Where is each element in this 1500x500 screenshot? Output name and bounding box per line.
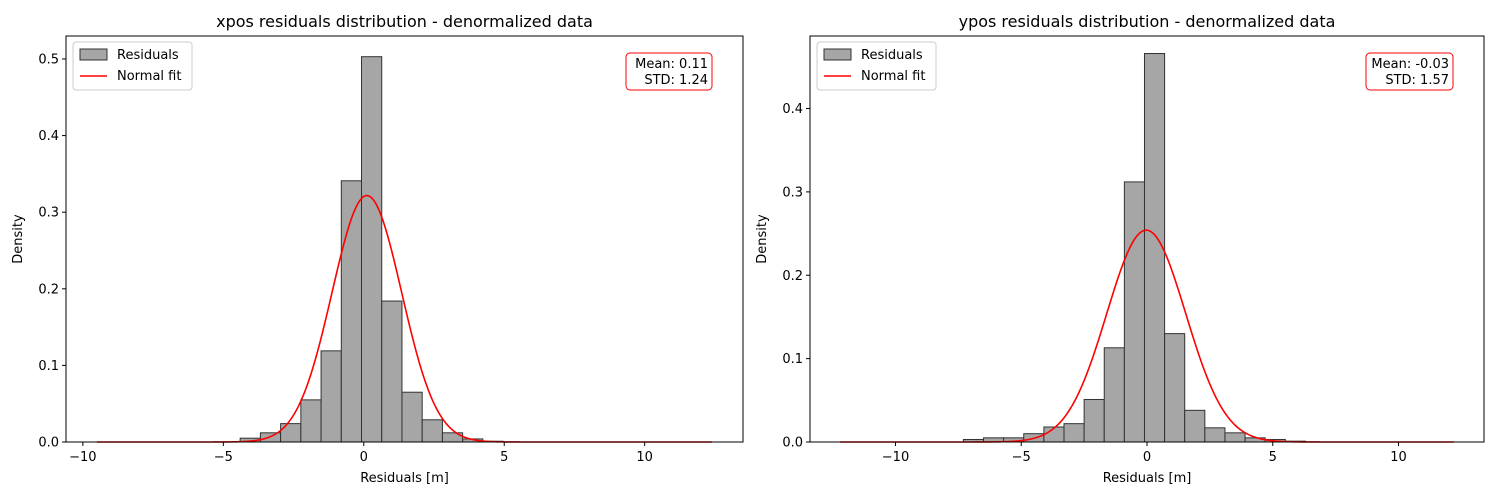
y-tick-label: 0.3	[38, 206, 59, 221]
histogram-bar	[1103, 347, 1125, 443]
x-tick-label: 10	[1390, 450, 1407, 465]
histogram-bar	[320, 350, 342, 443]
y-tick-label: 0.2	[782, 269, 803, 284]
y-tick-label: 0.0	[782, 436, 803, 451]
y-axis-label: Density	[755, 214, 770, 264]
x-tick-label: −10	[69, 450, 96, 465]
x-axis-label: Residuals [m]	[360, 471, 449, 486]
y-axis-label: Density	[11, 214, 26, 264]
stats-mean: Mean: -0.03	[1371, 57, 1449, 72]
y-tick-label: 0.4	[38, 129, 59, 144]
y-tick-label: 0.1	[38, 359, 59, 374]
legend: Residuals Normal fit	[72, 41, 193, 91]
legend-label-normal-fit: Normal fit	[861, 69, 925, 84]
chart-title: ypos residuals distribution - denormaliz…	[959, 12, 1336, 31]
histogram-bars	[239, 56, 504, 443]
legend-swatch-residuals	[79, 48, 108, 61]
histogram-bar	[280, 423, 302, 443]
chart-panel-2: −10 −5 0 5 10 0.0 0.1 0.2 0.3 0.4 Residuals [m] Den…	[755, 12, 1485, 486]
x-tick-label: 10	[636, 450, 653, 465]
histogram-bar	[361, 56, 383, 443]
histogram-bar	[421, 419, 443, 443]
histogram-bar	[401, 391, 423, 443]
histogram-bar	[1043, 426, 1065, 443]
legend-label-residuals: Residuals	[861, 48, 923, 63]
histogram-bar	[1204, 427, 1226, 443]
chart-title: xpos residuals distribution - denormaliz…	[216, 12, 593, 31]
stats-std: STD: 1.24	[644, 73, 708, 88]
histogram-bar	[381, 300, 403, 443]
histogram-bars	[962, 53, 1306, 443]
histogram-bar	[1184, 409, 1206, 443]
legend-swatch-residuals	[823, 48, 852, 61]
histogram-bar	[1083, 398, 1105, 443]
y-tick-label: 0.1	[782, 352, 803, 367]
y-tick-label: 0.0	[38, 436, 59, 451]
stats-box-frame	[1365, 52, 1454, 91]
x-tick-label: 0	[360, 450, 368, 465]
x-tick-label: −5	[1012, 450, 1031, 465]
histogram-bar	[1143, 53, 1166, 443]
histogram-bar	[1224, 432, 1246, 443]
stats-box-frame	[625, 52, 713, 91]
stats-mean: Mean: 0.11	[635, 57, 708, 72]
chart-panel-1: −10 −5 0 5 10 0.0 0.1 0.2 0.3 0.4 0.5 Residuals [m]…	[11, 12, 744, 486]
histogram-bar	[1063, 423, 1085, 443]
histogram-bar	[1123, 181, 1145, 443]
y-tick-label: 0.3	[782, 185, 803, 200]
x-tick-label: 5	[500, 450, 508, 465]
legend-label-residuals: Residuals	[117, 48, 179, 63]
stats-std: STD: 1.57	[1385, 73, 1449, 88]
x-tick-label: 0	[1143, 450, 1151, 465]
axes-frame	[65, 35, 744, 443]
y-tick-label: 0.5	[38, 52, 59, 67]
x-tick-label: 5	[1269, 450, 1277, 465]
legend-label-normal-fit: Normal fit	[117, 69, 181, 84]
histogram-bar	[1164, 333, 1186, 443]
histogram-bar	[300, 399, 322, 443]
x-tick-label: −5	[214, 450, 233, 465]
x-tick-label: −10	[882, 450, 909, 465]
y-tick-label: 0.4	[782, 102, 803, 117]
legend: Residuals Normal fit	[816, 41, 937, 91]
x-axis-label: Residuals [m]	[1103, 471, 1192, 486]
y-tick-label: 0.2	[38, 282, 59, 297]
